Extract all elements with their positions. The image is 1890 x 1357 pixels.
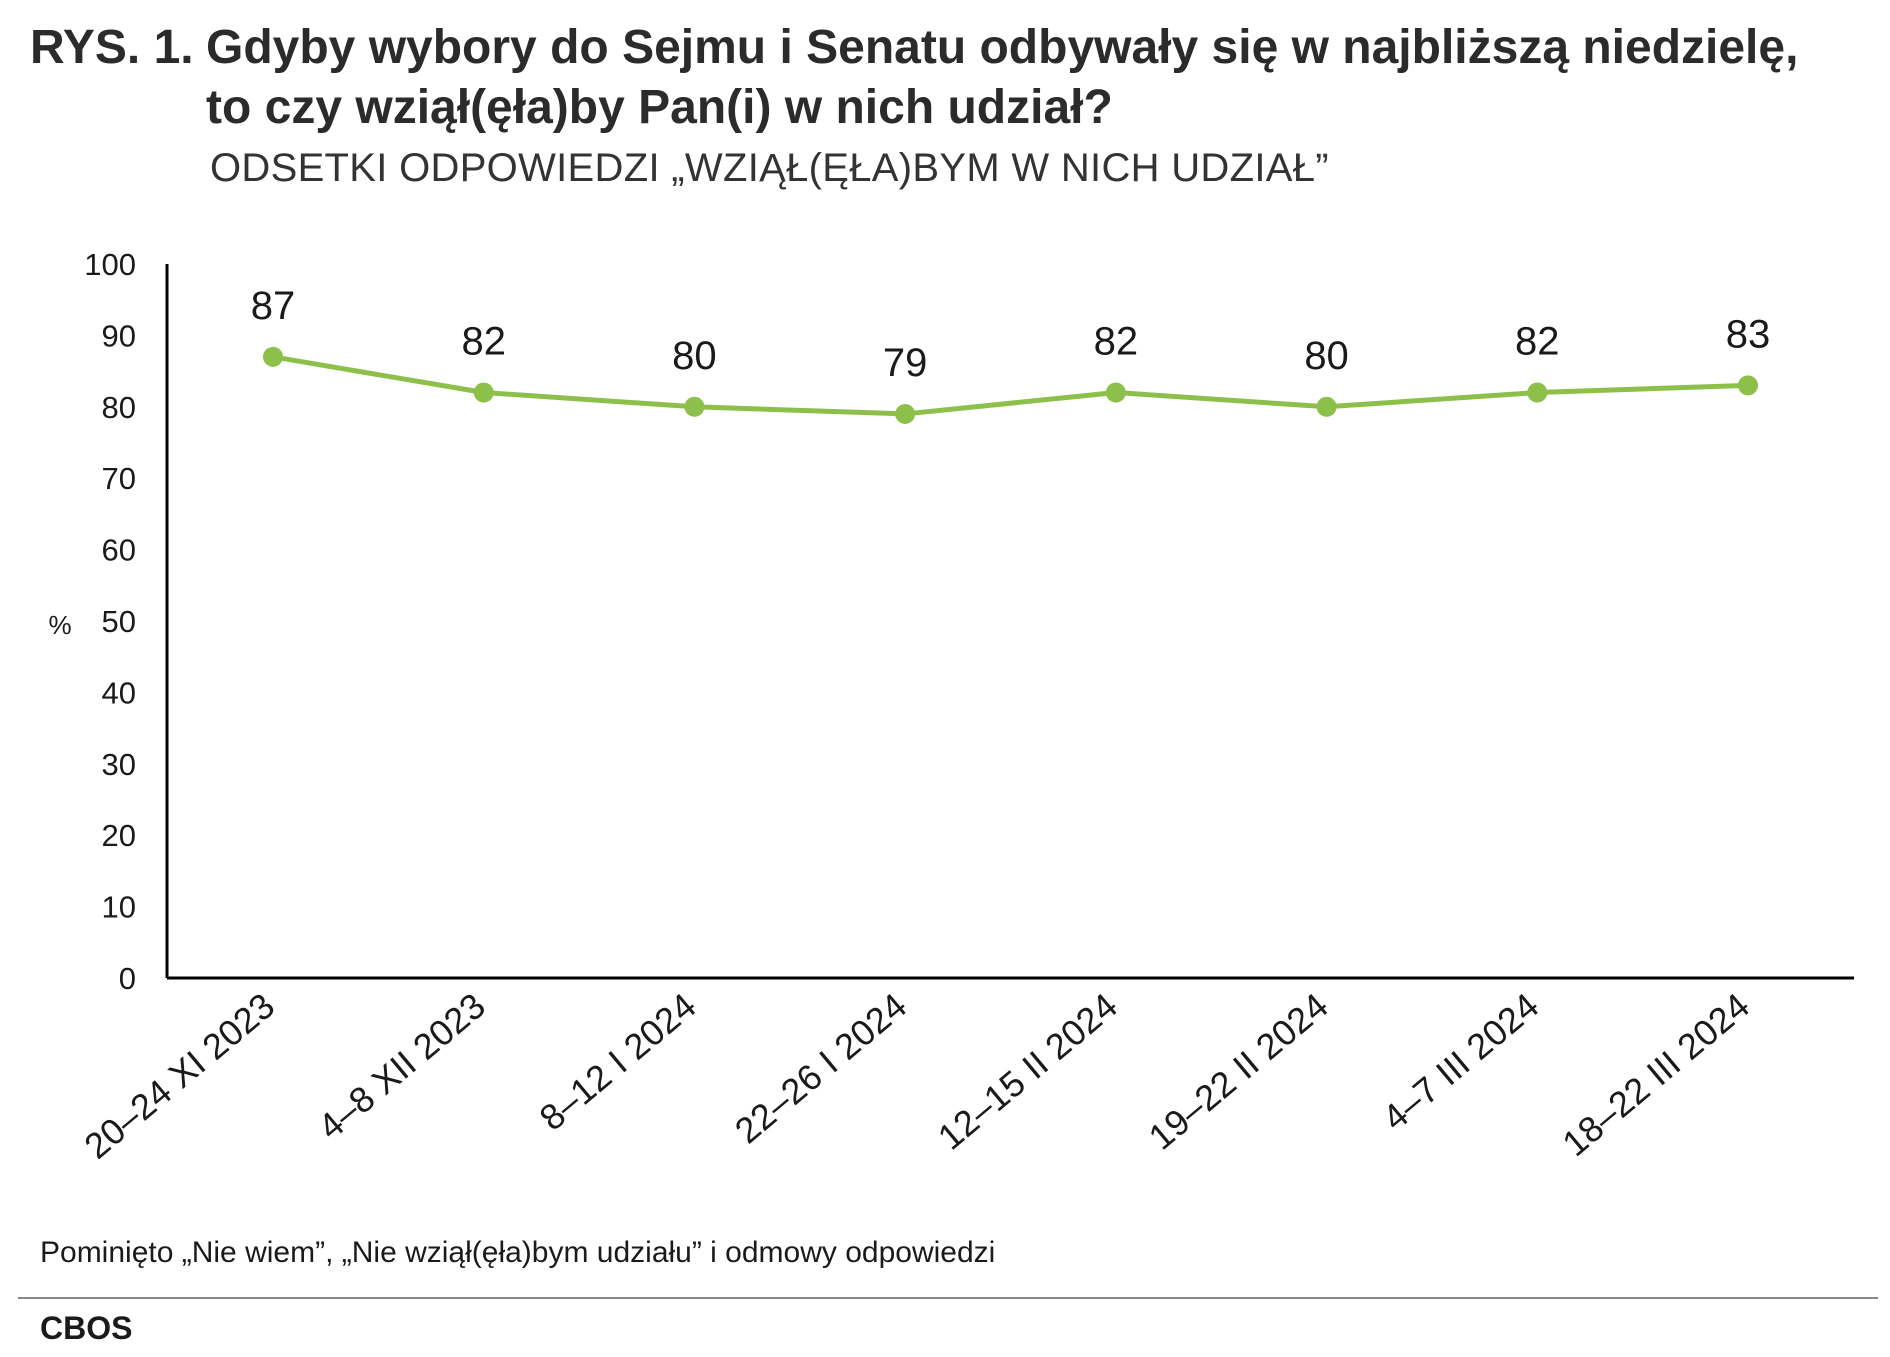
footnote: Pominięto „Nie wiem”, „Nie wziął(ęła)bym… — [40, 1236, 996, 1269]
y-tick-label: 0 — [119, 961, 136, 996]
y-tick-label: 90 — [102, 318, 136, 353]
y-tick-label: 40 — [102, 675, 136, 710]
data-point — [473, 382, 494, 403]
data-label: 82 — [1094, 320, 1139, 364]
y-tick-label: 60 — [102, 533, 136, 568]
chart-subtitle: ODSETKI ODPOWIEDZI „WZIĄŁ(ĘŁA)BYM W NICH… — [210, 146, 1329, 190]
data-label: 87 — [251, 284, 296, 328]
data-point — [895, 403, 916, 424]
chart-title: RYS. 1. Gdyby wybory do Sejmu i Senatu od… — [30, 18, 1798, 138]
data-label: 83 — [1726, 312, 1771, 356]
line-chart: 0 10 20 30 40 50 60 70 80 90 100% 20–24 XI 2023 4–8 … — [48, 247, 1854, 1167]
series-line — [272, 354, 1749, 417]
x-tick-label: 12–15 II 2024 — [930, 985, 1125, 1158]
y-tick-label: 100 — [84, 247, 136, 282]
x-tick-label: 19–22 II 2024 — [1141, 985, 1336, 1158]
y-tick-label: 50 — [102, 604, 136, 639]
y-tick-label: 10 — [102, 890, 136, 925]
data-label: 79 — [883, 341, 928, 385]
figure-number: RYS. 1. — [30, 21, 194, 74]
data-label: 82 — [461, 320, 506, 364]
title-line-2: to czy wziął(ęła)by Pan(i) w nich udział… — [206, 81, 1113, 134]
y-tick-label: 20 — [102, 818, 136, 853]
source-label: CBOS — [40, 1310, 133, 1346]
data-point — [263, 346, 283, 367]
data-point — [1316, 396, 1337, 417]
title-line-1: Gdyby wybory do Sejmu i Senatu odbywały … — [206, 21, 1799, 74]
data-label: 80 — [1304, 334, 1349, 378]
x-tick-label: 4–7 III 2024 — [1374, 985, 1546, 1139]
footer-divider — [18, 1297, 1878, 1299]
y-tick-label: 80 — [102, 390, 136, 425]
data-label: 80 — [672, 334, 717, 378]
y-axis-label: % — [48, 610, 71, 640]
data-point — [684, 396, 705, 417]
x-tick-label: 18–22 III 2024 — [1554, 985, 1757, 1164]
y-tick-label: 70 — [102, 461, 136, 496]
data-point — [1738, 375, 1758, 396]
x-tick-label: 4–8 XII 2023 — [310, 985, 493, 1148]
x-tick-label: 8–12 I 2024 — [532, 985, 704, 1139]
y-tick-label: 30 — [102, 747, 136, 782]
x-tick-label: 20–24 XI 2023 — [76, 985, 282, 1167]
data-label: 82 — [1515, 320, 1560, 364]
data-point — [1527, 382, 1548, 403]
x-tick-label: 22–26 I 2024 — [727, 985, 914, 1152]
data-point — [1105, 382, 1126, 403]
